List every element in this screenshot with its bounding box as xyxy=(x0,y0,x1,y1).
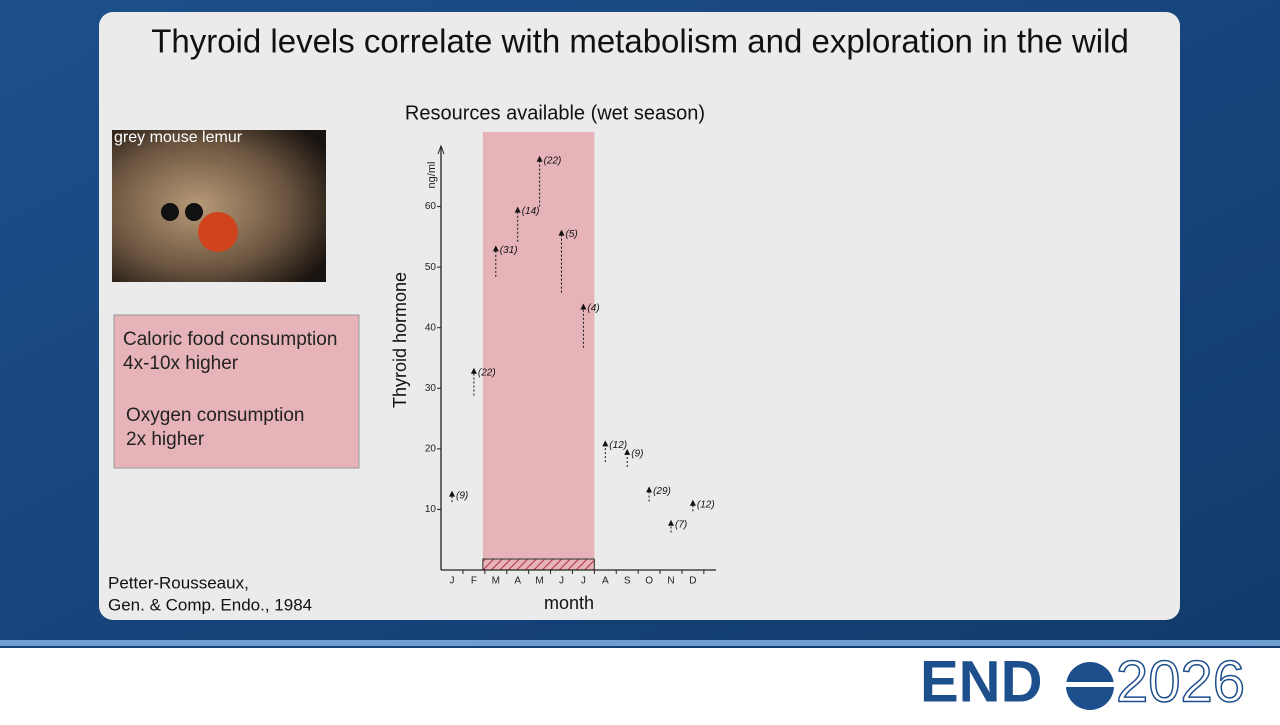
eye xyxy=(161,203,179,221)
arrow-head xyxy=(624,448,631,455)
arrow-head xyxy=(470,367,477,374)
y-tick-label: 20 xyxy=(425,443,437,454)
x-tick-label: D xyxy=(689,576,696,587)
n-label: (5) xyxy=(566,229,578,240)
arrow-head xyxy=(449,490,455,497)
slide-title: Thyroid levels correlate with metabolism… xyxy=(151,23,1129,60)
arrow-head xyxy=(492,245,499,252)
n-label: (12) xyxy=(609,440,627,451)
box-text: Caloric food consumption xyxy=(123,329,337,350)
logo-text: 2026 xyxy=(1116,649,1245,714)
n-label: (4) xyxy=(587,303,599,314)
chart-title: Resources available (wet season) xyxy=(405,102,705,124)
n-label: (14) xyxy=(522,206,540,217)
arrow-head xyxy=(689,499,696,506)
arrow-head xyxy=(514,206,521,213)
arrow-head xyxy=(580,303,587,310)
chart: Resources available (wet season) Thyroid … xyxy=(390,102,716,613)
y-tick-label: 40 xyxy=(425,322,437,333)
x-tick-label: A xyxy=(514,576,521,587)
x-tick-label: J xyxy=(559,576,564,587)
image-caption: grey mouse lemur xyxy=(114,129,243,146)
season-bar xyxy=(482,558,595,571)
arrow-head xyxy=(558,229,565,236)
citation: Gen. & Comp. Endo., 1984 xyxy=(108,595,312,614)
lemur-photo xyxy=(112,130,326,282)
x-axis-label: month xyxy=(544,593,594,613)
fruit xyxy=(198,212,238,252)
n-label: (31) xyxy=(500,245,518,256)
divider xyxy=(0,640,1280,646)
x-tick-label: F xyxy=(471,576,477,587)
arrow-head xyxy=(668,519,674,526)
n-label: (7) xyxy=(675,519,687,530)
y-axis-label: Thyroid hormone xyxy=(390,272,410,408)
season-band xyxy=(482,132,595,570)
y-tick-label: 50 xyxy=(425,262,437,273)
y-tick-label: 30 xyxy=(425,383,437,394)
arrow-head xyxy=(536,155,543,162)
citation: Petter-Rousseaux, xyxy=(108,573,249,592)
eye xyxy=(185,203,203,221)
x-tick-label: S xyxy=(624,576,631,587)
n-label: (29) xyxy=(653,486,671,497)
y-unit: ng/ml xyxy=(426,162,438,189)
n-label: (9) xyxy=(456,490,468,501)
x-tick-label: O xyxy=(645,576,653,587)
logo-text: END xyxy=(920,649,1042,714)
box-text: 4x-10x higher xyxy=(123,353,239,374)
n-label: (12) xyxy=(697,499,715,510)
arrow-head xyxy=(646,486,653,493)
x-tick-label: J xyxy=(450,576,455,587)
n-label: (22) xyxy=(544,155,562,166)
n-label: (9) xyxy=(631,448,643,459)
n-label: (22) xyxy=(478,367,496,378)
info-box xyxy=(113,314,360,469)
x-tick-label: M xyxy=(535,576,543,587)
panel xyxy=(99,12,1180,620)
logo-globe xyxy=(1066,682,1114,687)
box-text: 2x higher xyxy=(126,429,205,450)
x-tick-label: N xyxy=(667,576,674,587)
box-text: Oxygen consumption xyxy=(126,405,305,426)
y-axis-arrow xyxy=(437,144,445,155)
x-tick-label: M xyxy=(492,576,500,587)
x-tick-label: J xyxy=(581,576,586,587)
y-tick-label: 10 xyxy=(425,504,437,515)
y-tick-label: 60 xyxy=(425,201,437,212)
arrow-head xyxy=(602,440,609,447)
x-tick-label: A xyxy=(602,576,609,587)
